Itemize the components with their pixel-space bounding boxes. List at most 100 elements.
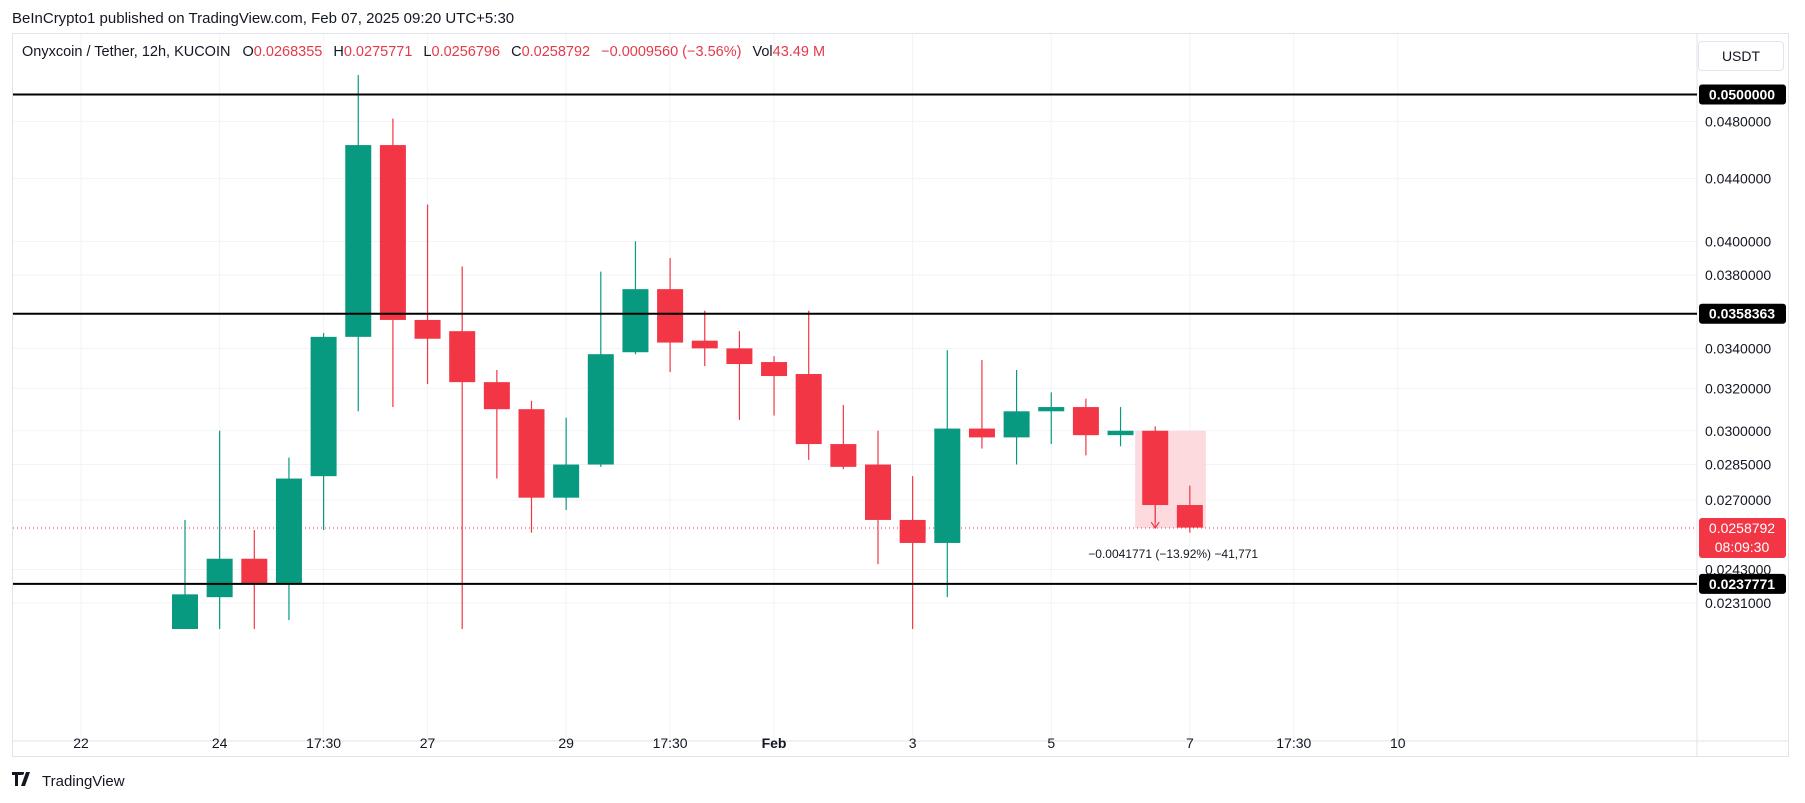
candle [587,271,614,467]
last-price-tag [1699,518,1786,559]
x-tick-label: 22 [73,735,89,751]
candle-body [1176,505,1203,528]
x-tick-label: 5 [1047,735,1055,751]
candle-body [206,558,233,598]
x-tick-label: 24 [212,735,228,751]
bar-countdown-label: 08:09:30 [1715,539,1770,555]
candle-body [1038,407,1065,412]
candle-body [1003,411,1030,438]
candle [518,400,545,533]
candle [1038,392,1065,445]
candle [795,310,822,460]
candle-body [657,289,684,343]
candle [379,118,406,408]
high-value: 0.0275771 [343,44,413,60]
candle-body [449,331,476,383]
y-tick-label: 0.0300000 [1705,423,1771,439]
candle [657,258,684,373]
candle-body [1107,430,1134,436]
candle-body [241,558,268,584]
candle-body [518,409,545,498]
x-tick-label: 17:30 [306,735,341,751]
volume-label: Vol [752,44,773,60]
y-tick-label: 0.0380000 [1705,267,1771,283]
candle [691,310,718,367]
volume-value: 43.49 M [772,44,826,60]
candle [1176,485,1203,533]
candle-body [414,319,441,339]
candle-body [622,289,649,353]
x-tick-label: 17:30 [653,735,688,751]
candle [899,476,926,629]
currency-button[interactable]: USDT [1698,41,1784,71]
candle-body [899,519,926,543]
y-tick-label: 0.0480000 [1705,113,1771,129]
candle [726,331,753,420]
measurement-label: −0.0041771 (−13.92%) −41,771 [1088,547,1258,561]
level-price-tag [1699,84,1786,105]
candle-body [553,464,580,498]
low-value: 0.0256796 [431,44,501,60]
candle-body [587,354,614,465]
candle-body [726,348,753,365]
candle-body [865,464,891,520]
candle-body [830,444,857,467]
candle [172,519,198,629]
level-price-tag [1699,303,1786,324]
x-tick-label: Feb [762,735,787,751]
candle-body [761,362,788,377]
tradingview-brand: TradingView [42,773,125,790]
candle-body [483,382,510,410]
candle-body [172,594,198,629]
y-tick-label: 0.0231000 [1705,595,1771,611]
open-label: O [242,44,254,60]
candle [1107,407,1134,447]
candle [830,404,857,470]
close-value: 0.0258792 [521,44,591,60]
candle [761,356,788,416]
candle [622,241,649,355]
candle-body [934,428,961,543]
candle [310,333,337,531]
open-value: 0.0268355 [253,44,323,60]
x-tick-label: 27 [420,735,436,751]
publisher-line: BeInCrypto1 published on TradingView.com… [12,10,515,27]
candle [1072,398,1099,456]
candle [449,266,476,629]
level-price-label: 0.0500000 [1709,86,1775,102]
ohlc-legend: Onyxcoin / Tether, 12h, KUCOIN O0.026835… [22,44,832,60]
chart-frame [12,33,1789,757]
candle [275,457,302,621]
symbol-info: Onyxcoin / Tether, 12h, KUCOIN [22,44,231,60]
y-tick-label: 0.0243000 [1705,561,1771,577]
y-tick-label: 0.0440000 [1705,171,1771,187]
y-tick-label: 0.0400000 [1705,233,1771,249]
low-label: L [423,44,432,60]
tradingview-logo-icon [12,771,36,791]
level-price-tag [1699,573,1786,594]
candle-body [691,340,718,349]
y-tick-label: 0.0320000 [1705,380,1771,396]
change-value: −0.0009560 (−3.56%) [601,44,742,60]
y-tick-label: 0.0270000 [1705,492,1771,508]
candle [865,430,891,565]
candle [968,360,995,449]
candle [553,417,580,510]
last-price-label: 0.0258792 [1709,520,1775,536]
candle [414,204,441,385]
candle [206,430,233,629]
candle-body [795,374,822,445]
candle-body [275,478,302,584]
footer: TradingView [12,771,125,791]
candle [1003,370,1030,465]
x-tick-label: 29 [558,735,574,751]
candle-body [968,428,995,438]
candle [345,75,372,412]
candle-body [345,145,372,337]
candle-body [379,145,406,320]
candle [241,530,268,629]
y-tick-label: 0.0285000 [1705,457,1771,473]
measurement-arrowhead [1150,521,1160,530]
candle-body [1072,407,1099,436]
